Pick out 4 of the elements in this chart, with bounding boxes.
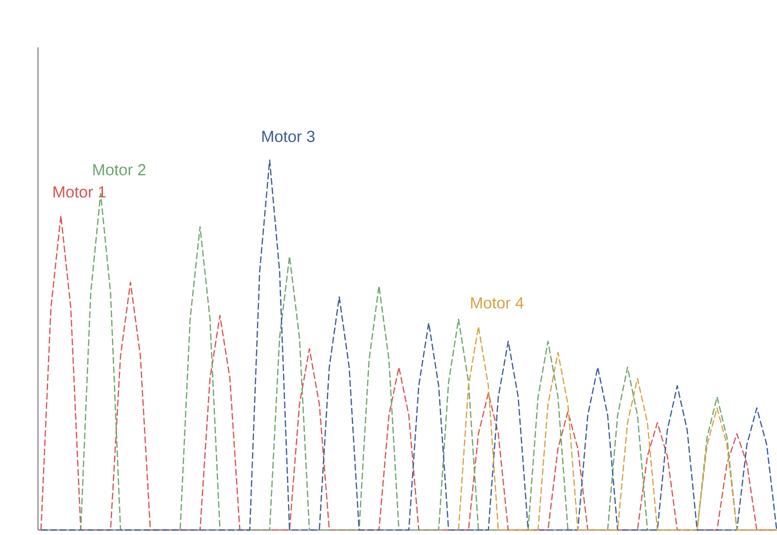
series-label: Motor 2: [93, 164, 146, 176]
series-label: Motor 4: [471, 297, 524, 309]
series-label: Motor 3: [262, 130, 315, 142]
series-label: Motor 1: [54, 186, 106, 198]
